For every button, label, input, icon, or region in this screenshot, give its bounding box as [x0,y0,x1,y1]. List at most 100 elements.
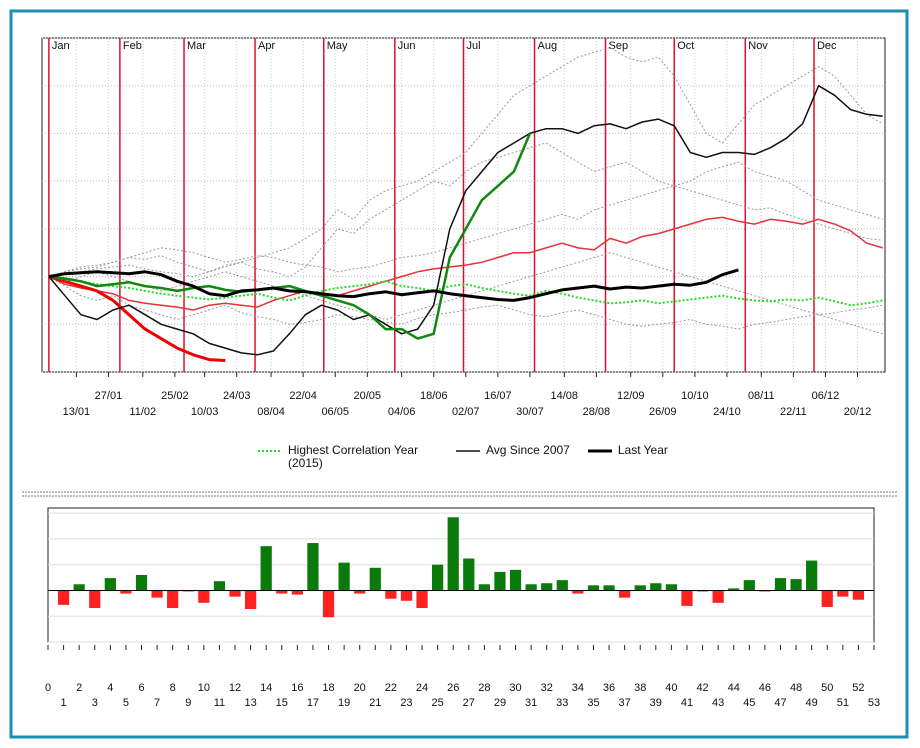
x-tick-label: 11 [214,697,225,709]
x-tick-label: 8 [170,682,176,694]
x-tick-label: 1 [61,697,67,709]
bar [447,517,459,591]
x-tick-label: 13 [244,697,256,709]
bar [541,583,553,591]
x-tick-label: 20/05 [354,390,382,402]
x-tick-label: 16 [291,682,303,694]
x-tick-label: 27 [463,697,475,709]
x-tick-label: 49 [806,697,818,709]
month-label: Feb [123,40,142,52]
x-tick-label: 28/08 [583,406,611,418]
x-tick-label: 14/08 [551,390,579,402]
bar [759,590,771,592]
x-tick-label: 18 [322,682,334,694]
series-line [48,84,883,356]
x-tick-label: 18/06 [420,390,448,402]
x-tick-label: 6 [138,682,144,694]
x-tick-label: 52 [852,682,864,694]
x-tick-label: 08/11 [748,390,775,402]
legend-swatch [456,450,480,452]
bar [790,579,802,591]
series-line [48,275,226,362]
bar [400,590,413,601]
legend-entry: Highest Correlation Year (2015) [258,444,438,470]
bar [135,575,148,591]
x-tick-label: 30 [509,682,521,694]
month-label: Aug [538,40,558,52]
x-tick-label: 0 [45,682,51,694]
x-tick-label: 10/10 [681,390,709,402]
x-tick-label: 13/01 [63,406,91,418]
bar [322,590,335,618]
x-tick-label: 08/04 [257,406,285,418]
x-tick-label: 41 [681,697,693,709]
series-line [48,252,883,335]
x-tick-label: 11/02 [129,406,156,418]
series-line [48,276,883,330]
x-tick-label: 10 [198,682,210,694]
x-tick-label: 22/11 [780,406,807,418]
bar [603,585,615,591]
bar [852,590,865,600]
x-tick-label: 50 [821,682,833,694]
bar [821,590,833,607]
x-tick-label: 25/02 [161,390,189,402]
month-label: Dec [817,40,837,52]
x-tick-label: 35 [587,697,599,709]
bar [837,590,849,597]
x-tick-label: 30/07 [516,406,544,418]
x-tick-label: 43 [712,697,724,709]
x-tick-label: 3 [92,697,98,709]
bar [463,558,475,591]
bar [385,590,397,599]
x-tick-label: 16/07 [484,390,512,402]
x-tick-label: 22/04 [289,390,317,402]
legend-swatch [258,450,282,452]
month-label: Jul [467,40,481,52]
x-tick-label: 36 [603,682,615,694]
month-label: Mar [187,40,206,52]
bar [774,578,787,591]
bar [650,583,662,591]
bar [73,584,85,591]
x-tick-label: 14 [260,682,272,694]
month-label: Jun [398,40,416,52]
x-tick-label: 19 [338,697,350,709]
bar [712,590,724,603]
bar [260,546,272,591]
bar [89,590,101,608]
x-tick-label: 27/01 [95,390,123,402]
x-tick-label: 31 [525,697,537,709]
x-tick-label: 15 [276,697,288,709]
series-line [48,268,739,302]
bar [525,584,537,591]
x-tick-label: 39 [650,697,662,709]
x-tick-label: 48 [790,682,802,694]
x-tick-label: 23 [400,697,412,709]
month-label: Nov [748,40,768,52]
bar [478,584,490,591]
legend-label: Last Year [617,443,668,457]
x-tick-label: 06/05 [321,406,349,418]
bar [307,543,319,591]
x-tick-label: 24/10 [713,406,741,418]
x-tick-label: 34 [572,682,584,694]
x-tick-label: 47 [774,697,786,709]
x-tick-label: 9 [185,697,191,709]
x-tick-label: 24/03 [223,390,251,402]
bar [57,590,70,605]
x-tick-label: 20 [354,682,366,694]
bar [276,590,288,594]
series-line [48,142,883,278]
bar [696,590,709,592]
series-line [48,275,883,307]
legend: Highest Correlation Year (2015) Avg Since… [258,444,668,470]
x-tick-label: 2 [76,682,82,694]
bar [120,590,132,594]
month-label: Jan [52,40,70,52]
bar [587,585,600,591]
x-tick-label: 17 [307,697,319,709]
bar [291,590,303,595]
x-tick-label: 04/06 [388,406,416,418]
